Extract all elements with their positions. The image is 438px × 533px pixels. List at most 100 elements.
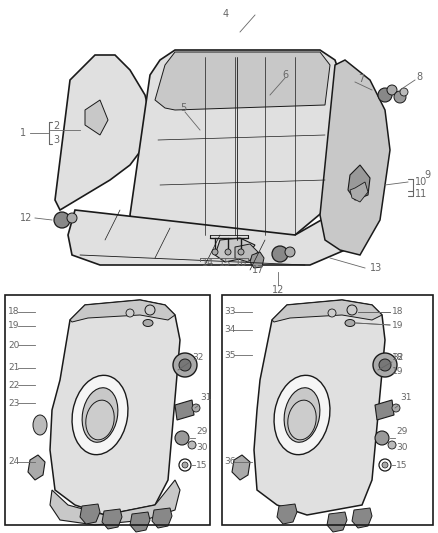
Polygon shape xyxy=(68,210,360,265)
Circle shape xyxy=(173,353,197,377)
Text: 19: 19 xyxy=(392,367,403,376)
Circle shape xyxy=(238,249,244,255)
Polygon shape xyxy=(277,504,297,524)
Text: 15: 15 xyxy=(196,461,208,470)
Text: 30: 30 xyxy=(396,442,407,451)
Text: 7: 7 xyxy=(358,74,364,84)
Polygon shape xyxy=(130,50,340,240)
Bar xyxy=(5,295,210,525)
Text: 31: 31 xyxy=(200,393,212,402)
Ellipse shape xyxy=(72,375,128,455)
Text: 19: 19 xyxy=(8,321,20,330)
Polygon shape xyxy=(155,52,330,110)
Text: 15: 15 xyxy=(219,258,231,268)
Circle shape xyxy=(387,85,397,95)
Polygon shape xyxy=(352,508,372,528)
Circle shape xyxy=(225,249,231,255)
Circle shape xyxy=(188,441,196,449)
Polygon shape xyxy=(320,60,390,255)
Polygon shape xyxy=(152,508,172,528)
Circle shape xyxy=(379,459,391,471)
Circle shape xyxy=(328,309,336,317)
Polygon shape xyxy=(232,455,250,480)
Text: 5: 5 xyxy=(180,103,186,113)
Text: 23: 23 xyxy=(8,399,19,408)
Text: 17: 17 xyxy=(252,265,264,275)
Ellipse shape xyxy=(288,400,316,440)
Text: 20: 20 xyxy=(8,341,19,350)
Circle shape xyxy=(378,88,392,102)
Polygon shape xyxy=(50,300,180,515)
Polygon shape xyxy=(50,480,180,525)
Text: 8: 8 xyxy=(416,72,422,82)
Text: 35: 35 xyxy=(224,351,236,359)
Text: 6: 6 xyxy=(282,70,288,80)
Polygon shape xyxy=(130,512,150,532)
Ellipse shape xyxy=(86,400,114,440)
Text: 2: 2 xyxy=(53,121,59,131)
Polygon shape xyxy=(350,182,368,202)
Polygon shape xyxy=(85,100,108,135)
Circle shape xyxy=(382,462,388,468)
Text: 29: 29 xyxy=(196,427,207,437)
Text: 12: 12 xyxy=(272,285,284,295)
Polygon shape xyxy=(254,300,385,515)
Text: 34: 34 xyxy=(224,326,235,335)
Bar xyxy=(222,295,433,525)
Polygon shape xyxy=(55,55,150,210)
Circle shape xyxy=(192,404,200,412)
Circle shape xyxy=(182,462,188,468)
Polygon shape xyxy=(272,300,382,322)
Text: 19: 19 xyxy=(392,320,403,329)
Ellipse shape xyxy=(33,415,47,435)
Text: 13: 13 xyxy=(370,263,382,273)
Circle shape xyxy=(347,305,357,315)
Text: 15: 15 xyxy=(396,461,407,470)
Ellipse shape xyxy=(82,387,118,442)
Circle shape xyxy=(285,247,295,257)
Text: 3: 3 xyxy=(53,135,59,145)
Text: 1: 1 xyxy=(20,128,26,138)
Text: 33: 33 xyxy=(224,308,236,317)
Text: 24: 24 xyxy=(8,457,19,466)
Text: 10: 10 xyxy=(415,177,427,187)
Circle shape xyxy=(388,441,396,449)
Text: 32: 32 xyxy=(192,353,203,362)
Polygon shape xyxy=(70,300,175,322)
Text: 31: 31 xyxy=(400,393,411,402)
Circle shape xyxy=(394,91,406,103)
Text: 29: 29 xyxy=(396,427,407,437)
Polygon shape xyxy=(80,504,100,524)
Polygon shape xyxy=(348,165,370,200)
Circle shape xyxy=(126,309,134,317)
Polygon shape xyxy=(215,238,255,262)
Text: 11: 11 xyxy=(415,189,427,199)
Circle shape xyxy=(400,88,408,96)
Ellipse shape xyxy=(345,319,355,327)
Text: 18: 18 xyxy=(8,308,20,317)
Circle shape xyxy=(272,246,288,262)
Circle shape xyxy=(175,431,189,445)
Ellipse shape xyxy=(284,387,320,442)
Circle shape xyxy=(179,459,191,471)
Polygon shape xyxy=(327,512,347,532)
Text: 12: 12 xyxy=(20,213,32,223)
Text: 18: 18 xyxy=(392,308,403,317)
Text: 4: 4 xyxy=(223,9,229,19)
Text: 16: 16 xyxy=(235,258,247,268)
Text: 36: 36 xyxy=(224,457,236,466)
Ellipse shape xyxy=(274,375,330,455)
Text: 18: 18 xyxy=(392,353,403,362)
Text: 22: 22 xyxy=(8,381,19,390)
Circle shape xyxy=(179,359,191,371)
Polygon shape xyxy=(235,244,258,262)
Circle shape xyxy=(54,212,70,228)
Polygon shape xyxy=(375,400,394,420)
Polygon shape xyxy=(28,455,45,480)
Text: 14: 14 xyxy=(202,258,214,268)
Text: 21: 21 xyxy=(8,364,19,373)
Text: 32: 32 xyxy=(392,353,403,362)
Polygon shape xyxy=(250,252,264,268)
Circle shape xyxy=(67,213,77,223)
Circle shape xyxy=(145,305,155,315)
